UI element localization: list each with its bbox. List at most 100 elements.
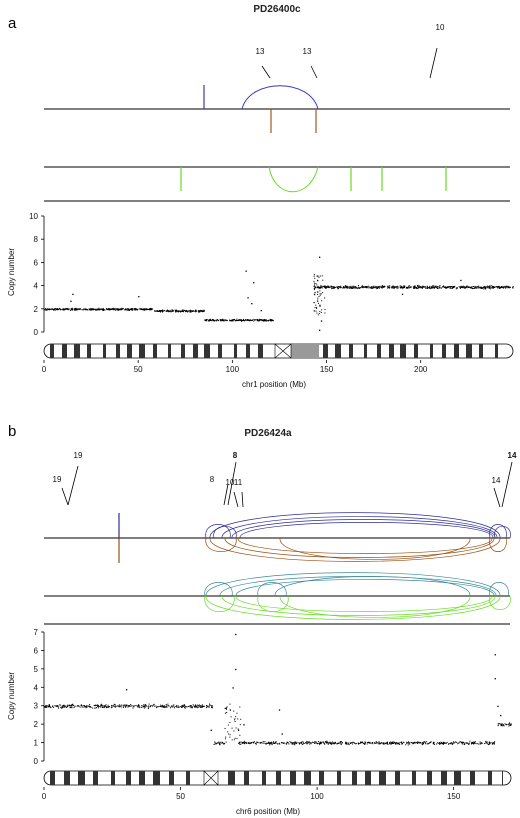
- panel-b-cn-point: [105, 704, 107, 706]
- panel-b-cn-point: [151, 705, 153, 707]
- panel-b-cn-point: [89, 706, 91, 708]
- panel-b-cn-point: [319, 744, 321, 746]
- panel-b-cn-point: [470, 743, 472, 745]
- panel-b-cn-point: [149, 706, 151, 708]
- panel-a-cn-point: [314, 286, 316, 288]
- panel-a-cn-point: [55, 307, 57, 309]
- panel-a-cn-point: [423, 286, 425, 288]
- panel-a-cn-point: [101, 309, 103, 311]
- panel-b-cn-point: [172, 706, 174, 708]
- panel-a-ideogram-band: [193, 344, 198, 358]
- panel-b-cn-point: [268, 742, 270, 744]
- panel-a-cn-point: [418, 285, 420, 287]
- panel-a-cn-point: [406, 286, 408, 288]
- panel-b-cn-point: [387, 743, 389, 745]
- panel-b-cn-point: [157, 706, 159, 708]
- panel-b-cn-point: [473, 742, 475, 744]
- panel-b-cn-point: [403, 742, 405, 744]
- panel-b-cn-point: [339, 742, 341, 744]
- panel-b-cn-point: [91, 707, 93, 709]
- panel-b-cn-point: [102, 706, 104, 708]
- panel-b-cn-point: [50, 707, 52, 709]
- panel-a-cn-point: [162, 310, 164, 312]
- panel-b-cn-point: [376, 742, 378, 744]
- panel-a-cn-point: [68, 309, 70, 311]
- panel-a-cn-point: [317, 286, 319, 288]
- panel-a-cn-point: [333, 286, 335, 288]
- panel-a-cn-point: [485, 286, 487, 288]
- panel-a-ytick-label: 2: [34, 305, 39, 314]
- panel-b-ideogram-band: [262, 771, 266, 785]
- panel-b-cn-point: [234, 719, 236, 721]
- panel-a-points: [44, 256, 514, 331]
- panel-a-cn-point: [313, 275, 315, 277]
- panel-a-cn-point: [499, 287, 501, 289]
- panel-a-cn-point: [331, 287, 333, 289]
- panel-b-cn-point: [60, 707, 62, 709]
- panel-a-ytick-label: 4: [34, 282, 39, 291]
- panel-b-cn-point: [85, 706, 87, 708]
- panel-b-cn-point: [194, 704, 196, 706]
- panel-a-cn-point: [157, 310, 159, 312]
- panel-a-cn-point: [267, 320, 269, 322]
- panel-b-cn-point: [172, 705, 174, 707]
- panel-b-cn-point: [97, 705, 99, 707]
- panel-b-ideogram-band: [319, 771, 324, 785]
- panel-a-cn-point: [464, 287, 466, 289]
- panel-b-outlier-point: [497, 705, 499, 708]
- panel-b-cn-point: [98, 707, 100, 709]
- panel-a-cn-point: [396, 286, 398, 288]
- panel-a-cn-point: [114, 308, 116, 310]
- panel-b-cn-point: [333, 743, 335, 745]
- panel-b-cn-point: [48, 704, 50, 706]
- panel-b-ideogram-band: [64, 771, 70, 785]
- panel-b-cn-point: [223, 743, 225, 745]
- panel-a-cn-point: [226, 319, 228, 321]
- panel-a-ideogram-band: [50, 344, 54, 358]
- panel-a-cn-point: [504, 287, 506, 289]
- panel-b-cn-point: [224, 707, 226, 709]
- panel-a-cn-point: [369, 286, 371, 288]
- panel-b-cn-point: [130, 705, 132, 707]
- panel-b-cn-point: [135, 704, 137, 706]
- panel-b-tra-11: [241, 491, 244, 508]
- panel-a-outlier-point: [251, 303, 253, 305]
- panel-b-cn-point: [120, 706, 122, 708]
- panel-a-cn-point: [265, 319, 267, 321]
- panel-a-tra-line: [429, 47, 438, 79]
- panel-b-cn-point: [256, 741, 258, 743]
- panel-a-cn-point: [165, 310, 167, 312]
- panel-b-cn-point: [65, 705, 67, 707]
- panel-a-segment-2: [204, 318, 274, 322]
- panel-b-cn-point: [389, 741, 391, 743]
- panel-b-cn-point: [236, 712, 238, 714]
- panel-a-cn-point: [95, 309, 97, 311]
- panel-b-cn-point: [378, 743, 380, 745]
- panel-a-cn-point: [142, 308, 144, 310]
- panel-a-cn-point: [128, 308, 130, 310]
- panel-a-cn-point: [202, 311, 204, 313]
- panel-b-cn-point: [240, 718, 242, 720]
- panel-a-cn-point: [136, 309, 138, 311]
- panel-a-cn-point: [401, 286, 403, 288]
- panel-b-cn-point: [446, 741, 448, 743]
- panel-b-cn-point: [507, 723, 509, 725]
- panel-a-cn-point: [129, 308, 131, 310]
- panel-b-cn-point: [510, 724, 512, 726]
- panel-a-cn-point: [340, 286, 342, 288]
- panel-a-cn-point: [239, 319, 241, 321]
- panel-b-ytick-label: 2: [34, 720, 39, 729]
- panel-b-cn-point: [443, 741, 445, 743]
- panel-a-cn-point: [314, 291, 316, 293]
- panel-b-ideogram-band: [427, 771, 432, 785]
- panel-a-cn-point: [272, 320, 274, 322]
- panel-a-cn-point: [449, 286, 451, 288]
- panel-a-cn-point: [331, 286, 333, 288]
- panel-a-cn-point: [243, 320, 245, 322]
- panel-a-cn-point: [378, 287, 380, 289]
- panel-a-ideogram-band: [495, 344, 498, 358]
- panel-b-cn-point: [123, 704, 125, 706]
- panel-b-sv-loop: [213, 525, 237, 539]
- panel-a-cn-point: [161, 310, 163, 312]
- panel-b-cn-point: [394, 741, 396, 743]
